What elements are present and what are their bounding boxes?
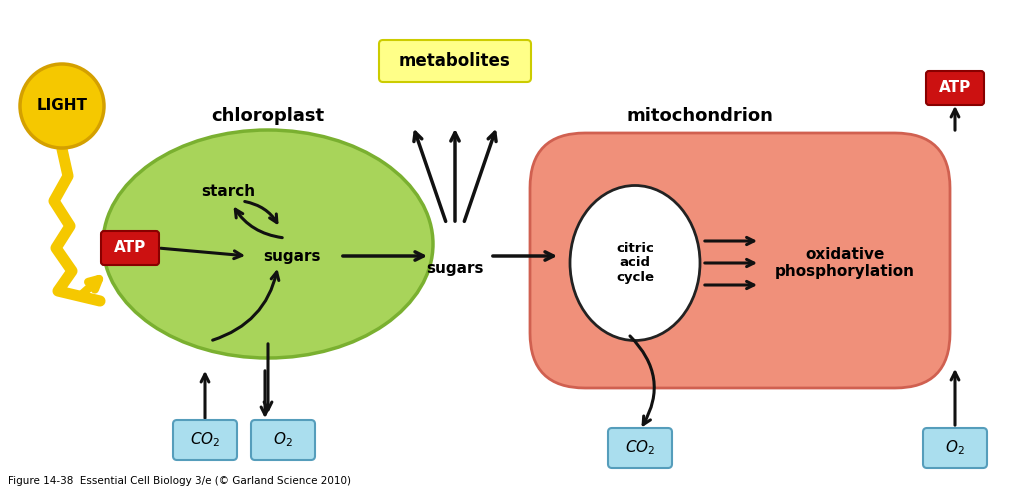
FancyBboxPatch shape bbox=[379, 40, 531, 82]
Text: $O_2$: $O_2$ bbox=[945, 438, 965, 457]
FancyBboxPatch shape bbox=[251, 420, 315, 460]
Text: LIGHT: LIGHT bbox=[37, 99, 87, 114]
FancyBboxPatch shape bbox=[101, 231, 159, 265]
FancyBboxPatch shape bbox=[923, 428, 987, 468]
Text: oxidative
phosphorylation: oxidative phosphorylation bbox=[775, 247, 915, 279]
Text: Figure 14-38  Essential Cell Biology 3/e (© Garland Science 2010): Figure 14-38 Essential Cell Biology 3/e … bbox=[8, 476, 351, 486]
Text: sugars: sugars bbox=[263, 248, 321, 263]
Text: starch: starch bbox=[201, 184, 255, 198]
FancyBboxPatch shape bbox=[530, 133, 950, 388]
Text: citric
acid
cycle: citric acid cycle bbox=[616, 242, 654, 285]
Ellipse shape bbox=[103, 130, 433, 358]
Ellipse shape bbox=[570, 186, 700, 340]
FancyBboxPatch shape bbox=[608, 428, 672, 468]
Text: chloroplast: chloroplast bbox=[211, 107, 325, 125]
Text: $CO_2$: $CO_2$ bbox=[189, 431, 220, 449]
FancyBboxPatch shape bbox=[926, 71, 984, 105]
Circle shape bbox=[20, 64, 104, 148]
Text: ATP: ATP bbox=[939, 80, 971, 96]
Text: $O_2$: $O_2$ bbox=[273, 431, 293, 449]
FancyBboxPatch shape bbox=[173, 420, 237, 460]
Text: mitochondrion: mitochondrion bbox=[627, 107, 773, 125]
Text: metabolites: metabolites bbox=[399, 52, 511, 70]
Text: sugars: sugars bbox=[426, 260, 483, 275]
Text: $CO_2$: $CO_2$ bbox=[625, 438, 655, 457]
Text: ATP: ATP bbox=[114, 241, 146, 255]
